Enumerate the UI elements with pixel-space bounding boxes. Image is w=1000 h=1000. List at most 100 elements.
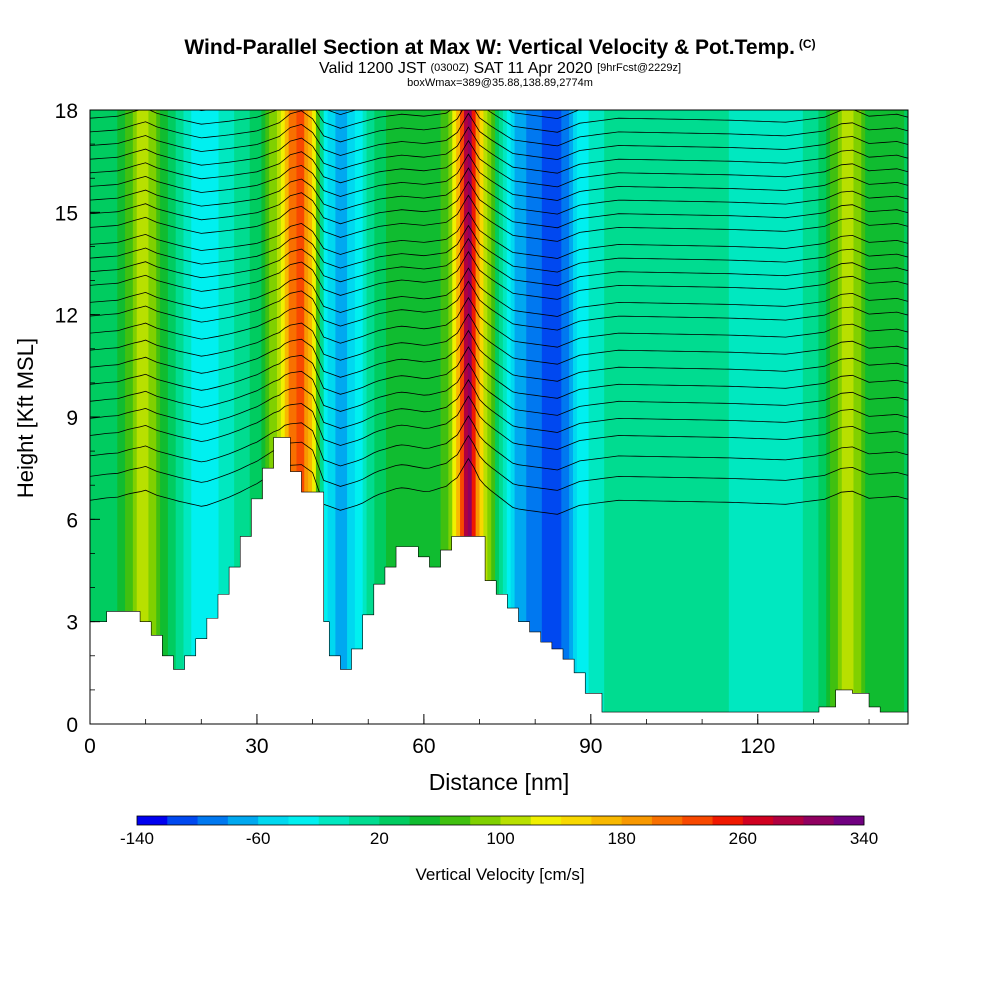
velocity-cell	[358, 110, 364, 724]
velocity-cell	[179, 110, 185, 724]
velocity-cell	[288, 110, 294, 724]
velocity-cell	[580, 110, 586, 724]
velocity-cell	[440, 110, 446, 724]
velocity-cell	[424, 110, 430, 724]
velocity-cell	[218, 110, 224, 724]
colorbar-swatch	[439, 816, 471, 825]
velocity-cell	[284, 110, 290, 724]
isentrope-21	[90, 267, 908, 317]
colorbar-tick-label: 180	[607, 829, 635, 848]
isentrope-16	[90, 346, 908, 399]
colorbar-swatch	[651, 816, 683, 825]
velocity-cell	[502, 110, 508, 724]
velocity-cell	[276, 110, 282, 724]
velocity-cell	[775, 110, 781, 724]
velocity-cell	[296, 110, 301, 724]
velocity-cell	[643, 110, 648, 724]
isentrope-31	[90, 126, 908, 174]
velocity-cell	[584, 110, 590, 724]
velocity-cell	[136, 110, 142, 724]
velocity-cell	[795, 110, 800, 724]
velocity-cell	[806, 110, 812, 724]
velocity-cell	[292, 110, 298, 724]
velocity-cell	[140, 110, 146, 724]
velocity-cell	[826, 110, 831, 724]
velocity-cell	[409, 110, 414, 724]
velocity-cell	[331, 110, 336, 724]
velocity-cell	[759, 110, 765, 724]
velocity-cell	[444, 110, 449, 724]
x-axis-label: Distance [nm]	[429, 769, 570, 795]
velocity-cell	[721, 110, 726, 724]
x-axis: 0 30 60 90 120	[84, 714, 870, 758]
isentrope-36	[90, 59, 908, 105]
isentrope-24	[90, 224, 908, 273]
chart-title: Wind-Parallel Section at Max W: Vertical…	[0, 36, 1000, 60]
isentrope-20	[90, 280, 908, 331]
isentrope-23	[90, 237, 908, 287]
colorbar-frame	[136, 815, 865, 826]
velocity-cell	[113, 110, 118, 724]
velocity-cell	[109, 110, 114, 724]
velocity-cell	[592, 110, 597, 724]
velocity-cell	[619, 110, 625, 724]
isentrope-32	[90, 112, 908, 161]
velocity-cell	[728, 110, 734, 724]
velocity-cell	[779, 110, 784, 724]
velocity-cell	[674, 110, 679, 724]
velocity-cell	[526, 110, 531, 724]
velocity-cell	[195, 110, 200, 724]
velocity-cell	[534, 110, 539, 724]
velocity-cell	[152, 110, 157, 724]
velocity-cell	[861, 110, 866, 724]
plot-area	[90, 59, 908, 724]
velocity-cell	[752, 110, 757, 724]
velocity-cell	[128, 110, 134, 724]
chart-subtitle: Valid 1200 JST (0300Z) SAT 11 Apr 2020 […	[0, 60, 1000, 78]
velocity-cell	[397, 110, 403, 724]
velocity-cell	[257, 110, 262, 724]
velocity-cell	[428, 110, 434, 724]
velocity-cell	[545, 110, 551, 724]
velocity-cell	[273, 110, 278, 724]
velocity-cell	[678, 110, 683, 724]
isentrope-22	[90, 250, 908, 300]
velocity-cell	[315, 110, 321, 724]
velocity-cell	[132, 110, 138, 724]
velocity-cell	[421, 110, 426, 724]
isentrope-34	[90, 110, 908, 133]
velocity-cell	[125, 110, 130, 724]
velocity-cell	[557, 110, 562, 724]
velocity-cell	[214, 110, 220, 724]
velocity-cell	[300, 110, 305, 724]
velocity-cell	[763, 110, 769, 724]
velocity-cell	[666, 110, 671, 724]
velocity-cell	[767, 110, 773, 724]
velocity-cell	[483, 110, 488, 724]
velocity-cell	[736, 110, 742, 724]
velocity-cell	[608, 110, 613, 724]
colorbar-swatch	[197, 816, 229, 825]
velocity-cell	[888, 110, 894, 724]
colorbar-tick-label: -60	[246, 829, 271, 848]
x-tick-label: 90	[579, 735, 602, 758]
velocity-cell	[210, 110, 216, 724]
velocity-cell	[697, 110, 703, 724]
y-tick-label: 12	[55, 305, 78, 328]
colorbar-swatch	[591, 816, 623, 825]
velocity-cell	[783, 110, 788, 724]
velocity-cell	[522, 110, 527, 724]
velocity-cell	[884, 110, 890, 724]
velocity-cell	[631, 110, 636, 724]
velocity-cell	[389, 110, 395, 724]
velocity-cell	[713, 110, 718, 724]
isentrope-27	[90, 180, 908, 229]
velocity-cell	[748, 110, 753, 724]
velocity-cell	[382, 110, 387, 724]
velocity-cell	[623, 110, 629, 724]
velocity-cell	[849, 110, 855, 724]
velocity-cell	[335, 110, 340, 724]
velocity-cell	[611, 110, 617, 724]
velocity-cell	[791, 110, 796, 724]
colorbar-swatch	[712, 816, 744, 825]
